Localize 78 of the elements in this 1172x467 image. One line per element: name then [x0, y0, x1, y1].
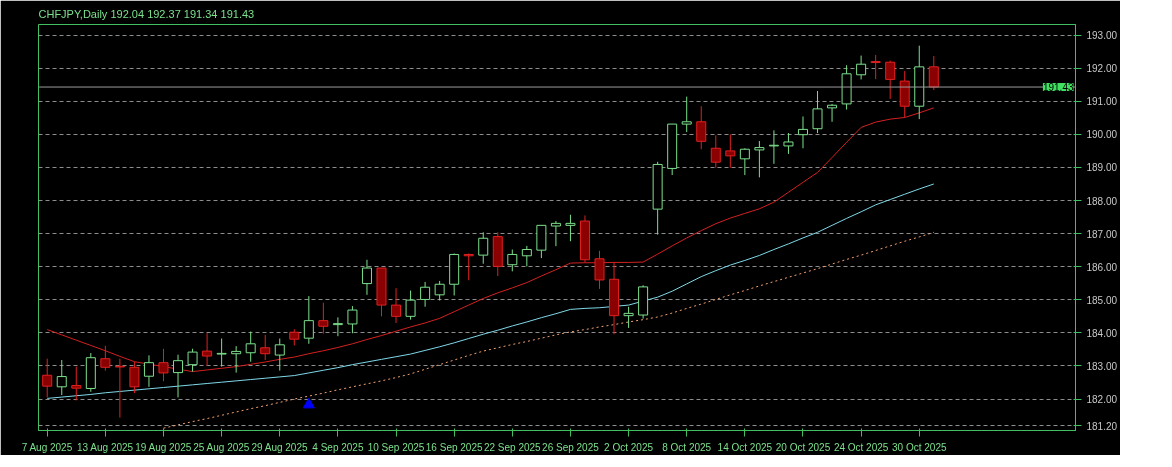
candlestick: [434, 280, 445, 301]
candlestick: [114, 358, 125, 419]
candlestick: [361, 259, 372, 296]
candlestick: [507, 249, 518, 272]
x-tick-label: 16 Sep 2025: [425, 441, 483, 453]
x-tick-label: 29 Aug 2025: [251, 441, 309, 453]
x-tick-label: 24 Oct 2025: [833, 441, 889, 453]
x-tick-label: 10 Sep 2025: [367, 441, 425, 453]
candlestick: [332, 316, 343, 337]
y-tick-label: 181.20: [1086, 420, 1118, 432]
x-tick-label: 4 Sep 2025: [312, 441, 364, 453]
y-tick-label: 186.00: [1086, 261, 1118, 273]
x-tick-label: 2 Oct 2025: [604, 441, 654, 453]
candlestick: [623, 306, 634, 329]
x-tick-label: 22 Sep 2025: [483, 441, 542, 453]
candlestick: [420, 281, 431, 308]
candlestick: [550, 220, 561, 247]
y-tick-label: 187.00: [1086, 228, 1118, 240]
y-tick-label: 192.00: [1086, 63, 1118, 75]
candlestick: [56, 359, 67, 396]
y-tick-label: 183.00: [1086, 360, 1118, 372]
candlestick: [245, 331, 256, 363]
y-tick-label: 191.00: [1086, 96, 1118, 108]
x-tick-label: 8 Oct 2025: [662, 441, 712, 453]
y-tick-label: 184.00: [1086, 327, 1118, 339]
candlestick: [928, 55, 939, 91]
candlestick: [739, 147, 750, 176]
candlestick: [463, 252, 474, 281]
y-tick-label: 189.00: [1086, 162, 1118, 174]
candlestick: [594, 250, 605, 290]
candlestick: [797, 115, 808, 149]
candlestick: [405, 290, 416, 321]
candlestick: [202, 332, 213, 367]
candlestick: [696, 105, 707, 150]
candlestick: [303, 295, 314, 345]
candlestick: [870, 54, 881, 80]
candlestick: [783, 132, 794, 155]
candlestick: [260, 334, 271, 361]
y-tick-label: 185.00: [1086, 294, 1118, 306]
candlestick: [318, 302, 329, 335]
x-tick-label: 20 Oct 2025: [775, 441, 831, 453]
candlestick: [216, 338, 227, 368]
chart-title: CHFJPY,Daily 192.04 192.37 191.34 191.43: [38, 7, 255, 20]
candlestick: [681, 96, 692, 133]
candlestick: [274, 338, 285, 372]
candlestick: [768, 129, 779, 165]
candlestick: [565, 214, 576, 242]
x-tick-label: 19 Aug 2025: [135, 441, 192, 453]
x-tick-label: 25 Aug 2025: [193, 441, 250, 453]
y-tick-label: 193.00: [1086, 30, 1118, 42]
candlestick: [347, 305, 358, 334]
candlestick: [827, 103, 838, 123]
line-series: [162, 231, 935, 429]
x-tick-label: 26 Sep 2025: [542, 441, 600, 453]
candlestick: [856, 55, 867, 80]
y-tick-label: 182.00: [1086, 394, 1118, 406]
candlestick: [812, 90, 823, 134]
y-tick-label: 190.00: [1086, 129, 1118, 141]
candlestick: [521, 245, 532, 267]
x-tick-label: 7 Aug 2025: [21, 441, 73, 453]
line-series: [46, 183, 935, 399]
candlestick: [42, 358, 53, 398]
candlestick: [478, 231, 489, 265]
x-tick-label: 30 Oct 2025: [892, 441, 947, 453]
candlestick: [391, 287, 402, 324]
candlestick: [187, 348, 198, 373]
x-tick-label: 13 Aug 2025: [77, 441, 134, 453]
x-tick-label: 14 Oct 2025: [717, 441, 773, 453]
candlestick: [885, 60, 896, 100]
candlestick: [725, 133, 736, 169]
candlestick: [710, 134, 721, 169]
candlestick: [173, 354, 184, 398]
candlestick: [231, 345, 242, 374]
candlestick: [143, 354, 154, 388]
candlestick: [71, 366, 82, 401]
candlestick: [754, 140, 765, 178]
ref-line-label: 191.43: [1042, 82, 1074, 94]
y-tick-label: 188.00: [1086, 195, 1118, 207]
